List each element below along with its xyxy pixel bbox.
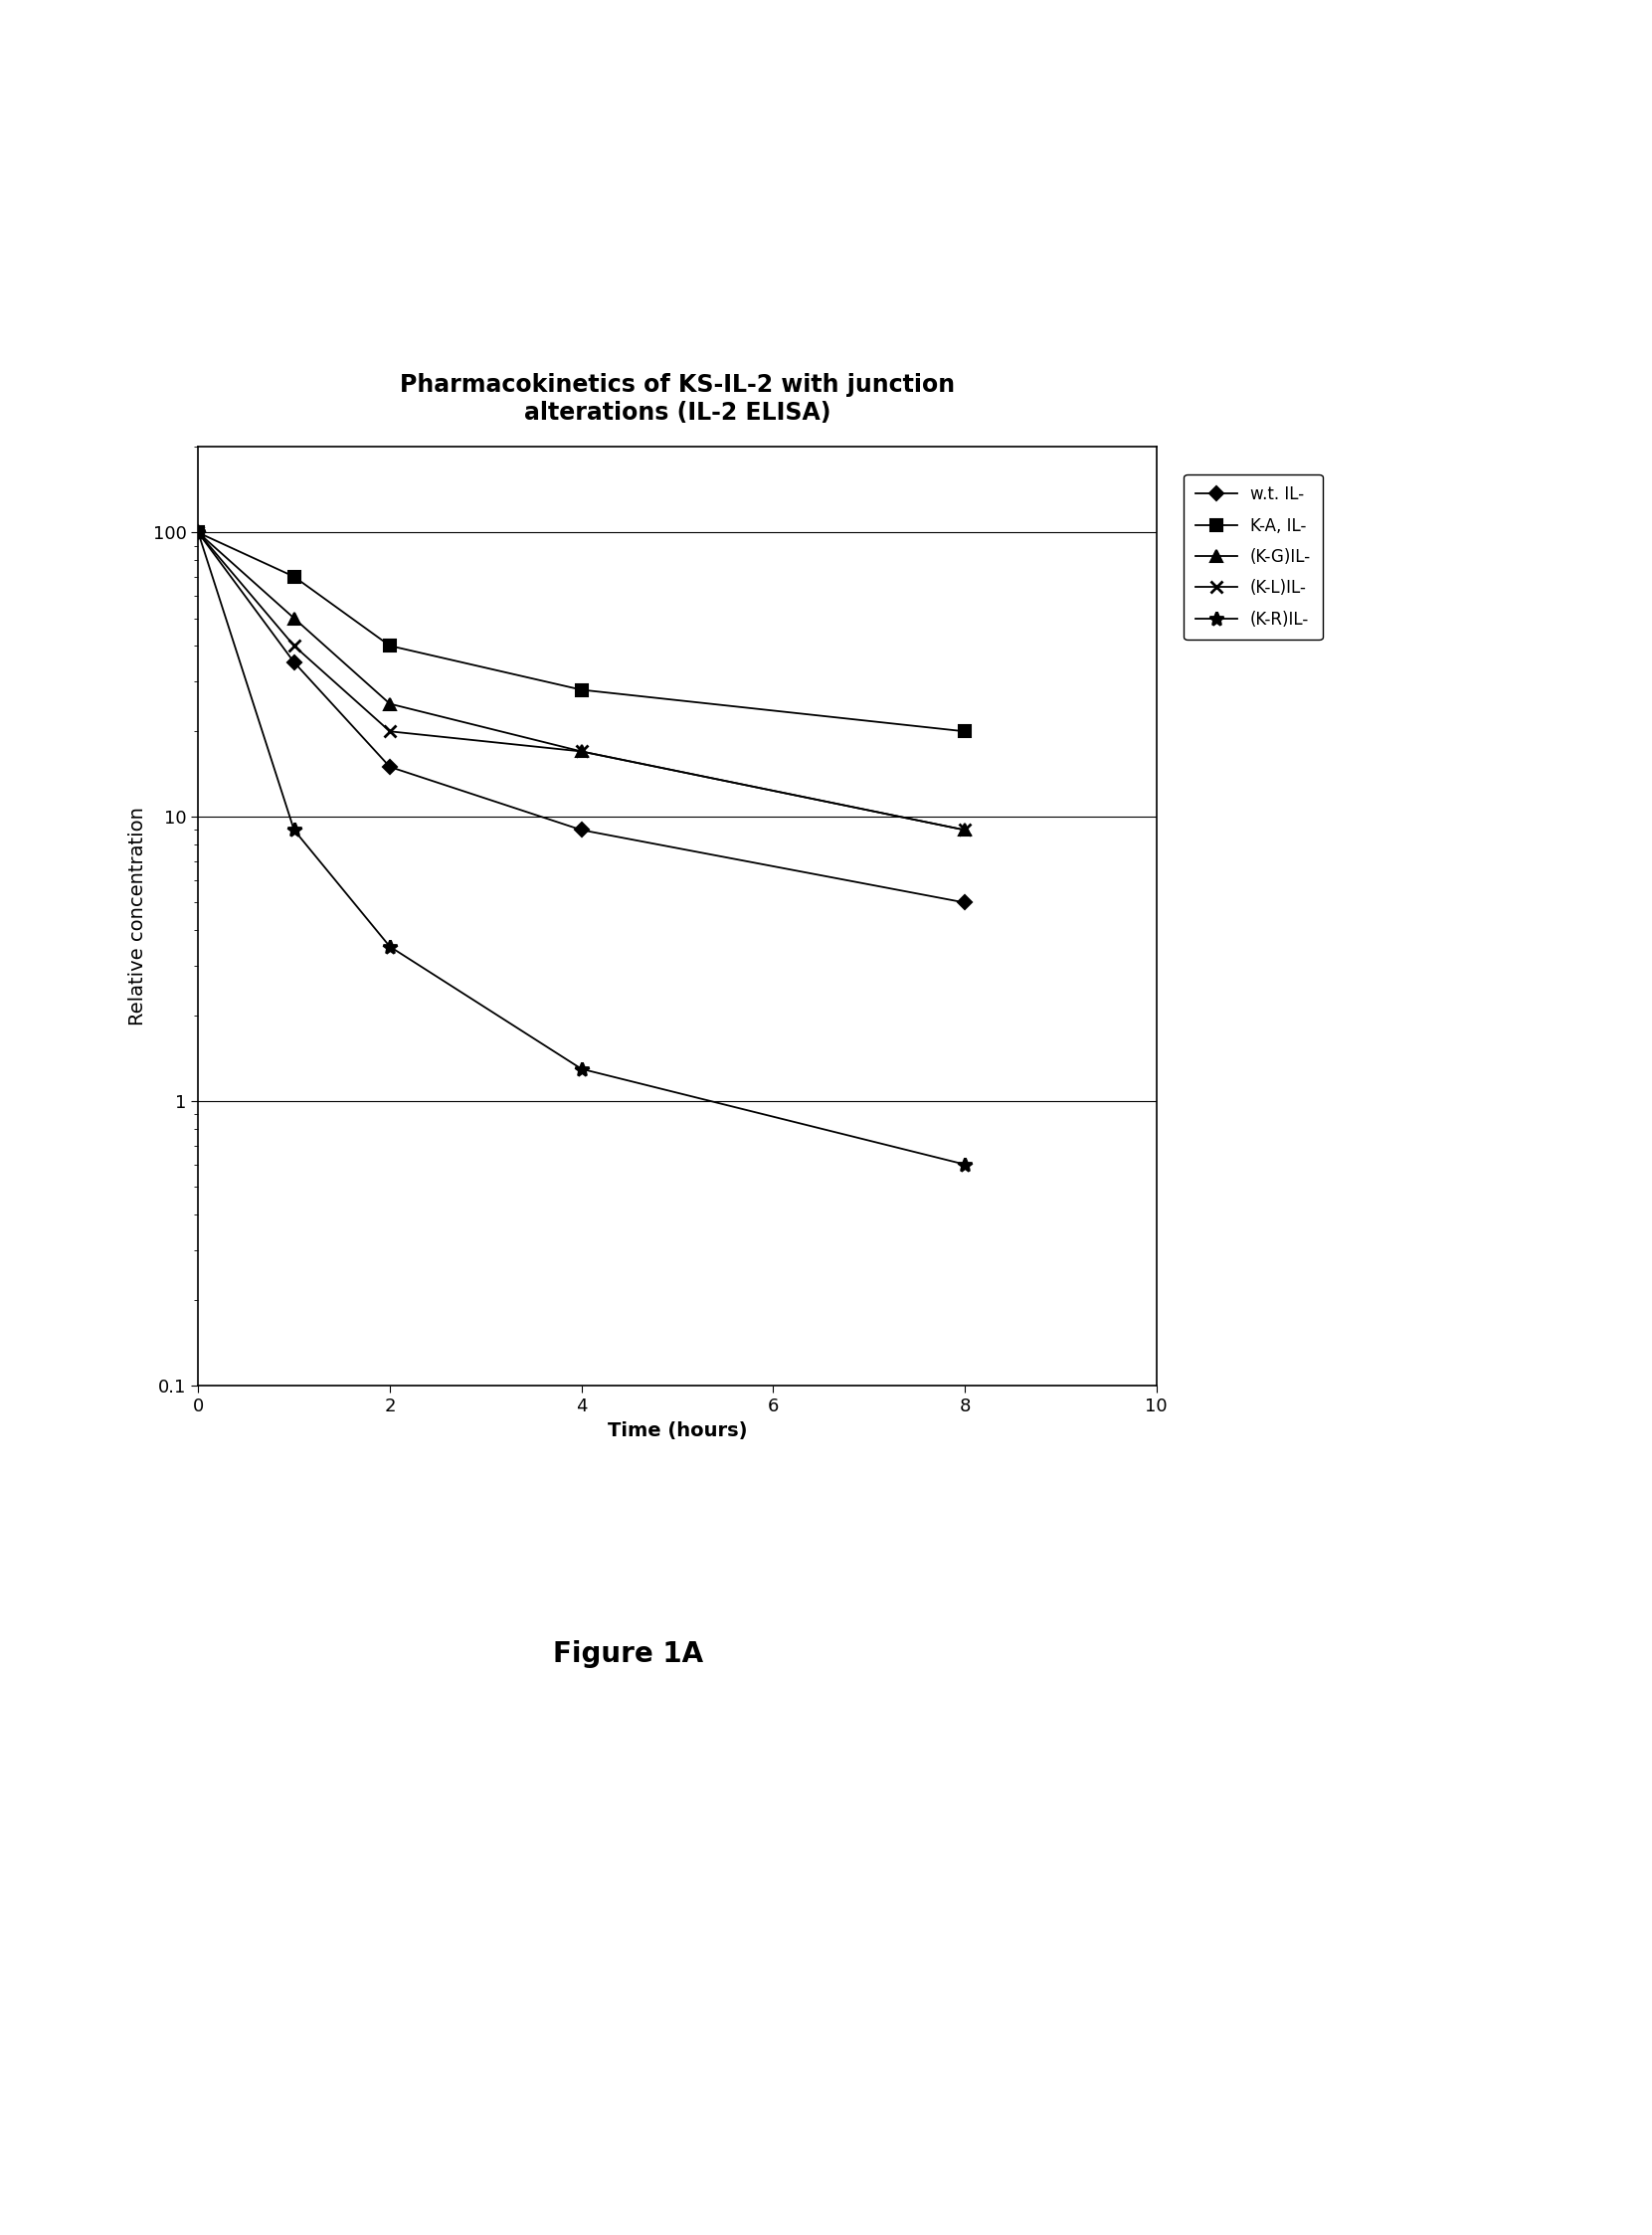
(K-G)IL- bbox=[572, 738, 591, 764]
(K-R)IL- bbox=[284, 816, 304, 843]
(K-G)IL- bbox=[188, 519, 208, 545]
K-A, IL- bbox=[572, 677, 591, 704]
w.t. IL- bbox=[380, 753, 400, 780]
X-axis label: Time (hours): Time (hours) bbox=[608, 1421, 747, 1439]
(K-L)IL- bbox=[572, 738, 591, 764]
Line: (K-R)IL-: (K-R)IL- bbox=[192, 525, 971, 1171]
(K-G)IL- bbox=[955, 816, 975, 843]
w.t. IL- bbox=[188, 519, 208, 545]
K-A, IL- bbox=[284, 563, 304, 590]
(K-L)IL- bbox=[955, 816, 975, 843]
K-A, IL- bbox=[955, 717, 975, 744]
K-A, IL- bbox=[188, 519, 208, 545]
Text: Figure 1A: Figure 1A bbox=[553, 1640, 702, 1667]
(K-G)IL- bbox=[380, 691, 400, 717]
(K-R)IL- bbox=[188, 519, 208, 545]
(K-L)IL- bbox=[188, 519, 208, 545]
(K-R)IL- bbox=[955, 1151, 975, 1178]
Line: K-A, IL-: K-A, IL- bbox=[193, 527, 970, 738]
w.t. IL- bbox=[572, 816, 591, 843]
Y-axis label: Relative concentration: Relative concentration bbox=[129, 807, 147, 1026]
Title: Pharmacokinetics of KS-IL-2 with junction
alterations (IL-2 ELISA): Pharmacokinetics of KS-IL-2 with junctio… bbox=[400, 373, 955, 425]
w.t. IL- bbox=[955, 890, 975, 916]
w.t. IL- bbox=[284, 648, 304, 675]
Line: (K-L)IL-: (K-L)IL- bbox=[192, 527, 971, 836]
Legend: w.t. IL-, K-A, IL-, (K-G)IL-, (K-L)IL-, (K-R)IL-: w.t. IL-, K-A, IL-, (K-G)IL-, (K-L)IL-, … bbox=[1184, 474, 1323, 639]
(K-L)IL- bbox=[380, 717, 400, 744]
(K-R)IL- bbox=[380, 934, 400, 961]
Line: w.t. IL-: w.t. IL- bbox=[193, 527, 970, 907]
Line: (K-G)IL-: (K-G)IL- bbox=[193, 527, 970, 836]
K-A, IL- bbox=[380, 633, 400, 659]
(K-G)IL- bbox=[284, 606, 304, 633]
(K-L)IL- bbox=[284, 633, 304, 659]
(K-R)IL- bbox=[572, 1055, 591, 1082]
